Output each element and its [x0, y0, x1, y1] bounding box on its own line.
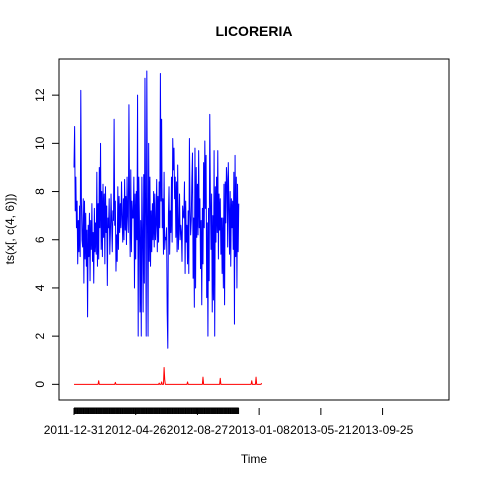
- x-axis: 2011-12-31 2012-04-26 2012-08-27 2013-01-08…: [44, 408, 414, 437]
- x-tick-label: 2011-12-31: [44, 423, 105, 437]
- y-tick-label: 4: [33, 284, 47, 291]
- y-tick-label: 12: [33, 88, 47, 102]
- y-tick-label: 0: [33, 381, 47, 388]
- x-tick-label: 2012-04-26: [105, 423, 167, 437]
- series-line-1: [74, 71, 239, 348]
- series-layer: [74, 71, 262, 384]
- x-tick-label: 2013-05-21: [290, 423, 352, 437]
- y-tick-label: 8: [33, 188, 47, 195]
- y-axis-label: ts(x[, c(4, 6)]): [3, 194, 17, 265]
- x-minor-ticks: [74, 408, 239, 414]
- series-line-2: [74, 367, 262, 384]
- chart-title: LICORERIA: [216, 23, 293, 39]
- y-axis: 0 2 4 6 8 10 12: [33, 88, 59, 388]
- y-tick-label: 2: [33, 332, 47, 339]
- y-tick-label: 10: [33, 136, 47, 150]
- x-axis-label: Time: [241, 452, 268, 466]
- x-tick-label: 2013-01-08: [228, 423, 290, 437]
- x-tick-label: 2012-08-27: [167, 423, 229, 437]
- x-tick-label: 2013-09-25: [352, 423, 414, 437]
- y-tick-label: 6: [33, 236, 47, 243]
